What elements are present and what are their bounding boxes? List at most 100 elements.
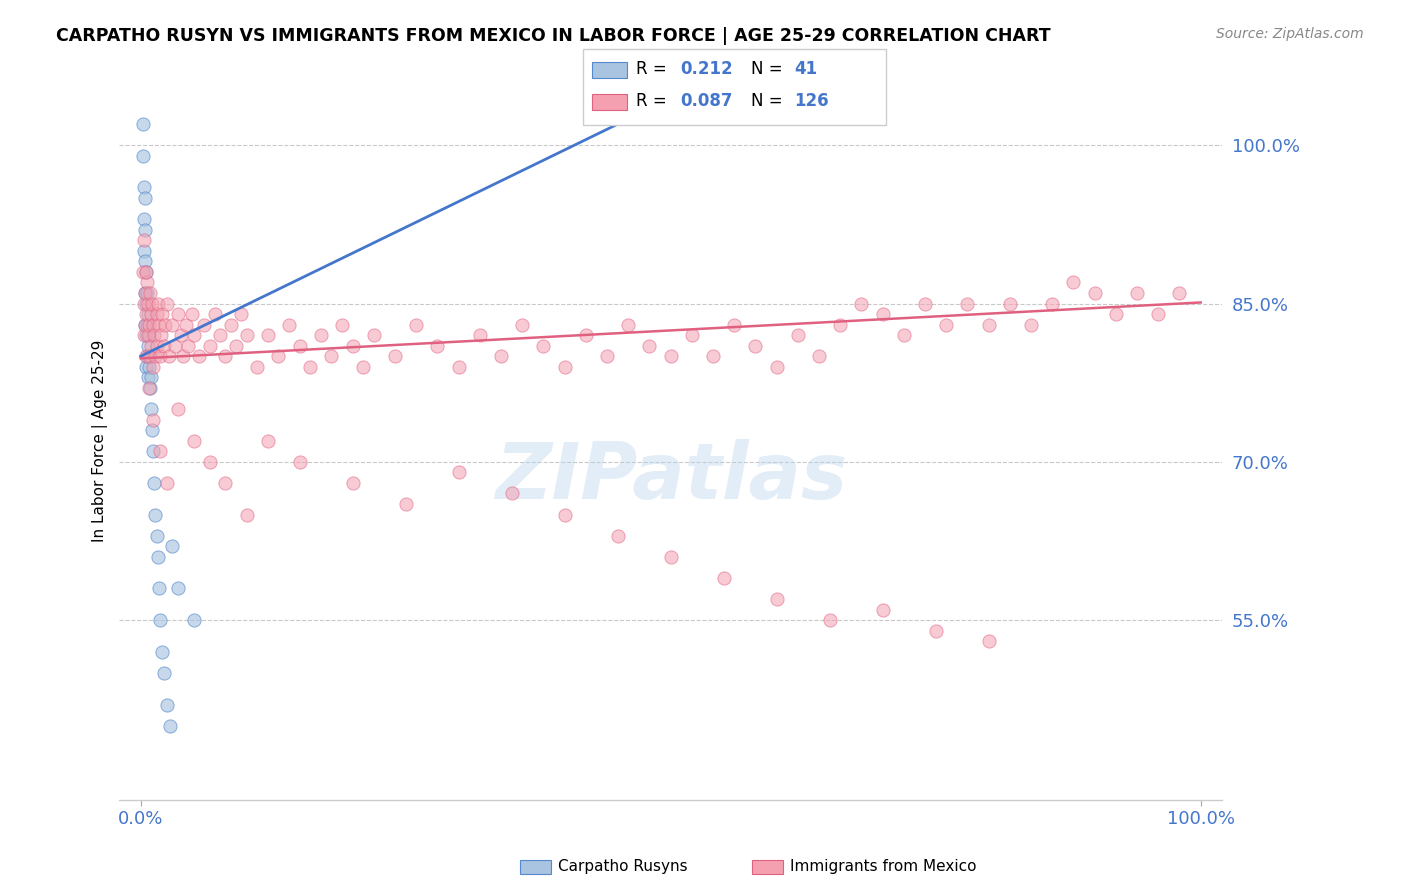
Point bbox=[136, 339, 159, 353]
Point bbox=[139, 285, 162, 300]
Point bbox=[914, 296, 936, 310]
Point bbox=[145, 529, 167, 543]
Point bbox=[166, 582, 188, 596]
Text: 0.212: 0.212 bbox=[681, 60, 733, 78]
Point bbox=[830, 318, 852, 332]
Point bbox=[288, 339, 311, 353]
Point bbox=[162, 539, 184, 553]
Point bbox=[998, 296, 1021, 310]
Point bbox=[141, 402, 163, 417]
Point bbox=[174, 318, 197, 332]
Text: Carpatho Rusyns: Carpatho Rusyns bbox=[558, 859, 688, 873]
Point bbox=[198, 455, 221, 469]
Point bbox=[342, 475, 364, 490]
Point bbox=[149, 444, 172, 458]
Point bbox=[135, 265, 157, 279]
Point bbox=[134, 191, 156, 205]
Point bbox=[135, 307, 157, 321]
Text: N =: N = bbox=[751, 60, 787, 78]
Point bbox=[141, 370, 163, 384]
Point bbox=[851, 296, 873, 310]
Point bbox=[426, 339, 449, 353]
Point bbox=[146, 296, 169, 310]
Point bbox=[1019, 318, 1042, 332]
Point bbox=[818, 613, 841, 627]
Point bbox=[141, 339, 163, 353]
Point bbox=[1040, 296, 1063, 310]
Point bbox=[132, 212, 155, 227]
Point bbox=[1168, 285, 1191, 300]
Point bbox=[533, 339, 555, 353]
Text: 41: 41 bbox=[794, 60, 817, 78]
Point bbox=[142, 359, 165, 374]
Point bbox=[149, 613, 172, 627]
Point bbox=[177, 339, 200, 353]
Point bbox=[157, 349, 180, 363]
Point bbox=[153, 665, 176, 680]
Point bbox=[145, 339, 167, 353]
Point bbox=[150, 645, 173, 659]
Point bbox=[136, 318, 159, 332]
Point bbox=[145, 349, 167, 363]
Point bbox=[135, 359, 157, 374]
Point bbox=[278, 318, 301, 332]
Point bbox=[139, 349, 162, 363]
Point bbox=[617, 318, 640, 332]
Text: Source: ZipAtlas.com: Source: ZipAtlas.com bbox=[1216, 27, 1364, 41]
Point bbox=[681, 328, 703, 343]
Point bbox=[183, 328, 205, 343]
Text: 126: 126 bbox=[794, 92, 830, 110]
Point bbox=[288, 455, 311, 469]
Point bbox=[235, 328, 257, 343]
Point bbox=[489, 349, 512, 363]
Point bbox=[138, 381, 160, 395]
Text: R =: R = bbox=[636, 60, 672, 78]
Point bbox=[148, 318, 170, 332]
Point bbox=[204, 307, 226, 321]
Point bbox=[744, 339, 766, 353]
Point bbox=[872, 307, 894, 321]
Point bbox=[219, 318, 242, 332]
Point bbox=[554, 359, 576, 374]
Point bbox=[143, 475, 166, 490]
Point bbox=[136, 276, 159, 290]
Point bbox=[148, 582, 170, 596]
Point bbox=[134, 254, 156, 268]
Point bbox=[149, 349, 172, 363]
Point bbox=[575, 328, 598, 343]
Point bbox=[786, 328, 808, 343]
Point bbox=[187, 349, 209, 363]
Point bbox=[321, 349, 343, 363]
Point bbox=[172, 349, 194, 363]
Point bbox=[872, 602, 894, 616]
Point bbox=[659, 349, 682, 363]
Point bbox=[132, 328, 155, 343]
Text: CARPATHO RUSYN VS IMMIGRANTS FROM MEXICO IN LABOR FORCE | AGE 25-29 CORRELATION : CARPATHO RUSYN VS IMMIGRANTS FROM MEXICO… bbox=[56, 27, 1050, 45]
Point bbox=[141, 296, 163, 310]
Point bbox=[638, 339, 661, 353]
Point bbox=[1126, 285, 1149, 300]
Point bbox=[139, 381, 162, 395]
Point bbox=[231, 307, 253, 321]
Point bbox=[132, 233, 155, 247]
Point bbox=[257, 434, 280, 448]
Point bbox=[893, 328, 915, 343]
Point bbox=[1084, 285, 1107, 300]
Point bbox=[149, 328, 172, 343]
Point bbox=[138, 349, 160, 363]
Point bbox=[554, 508, 576, 522]
Point bbox=[765, 592, 787, 607]
Point bbox=[136, 349, 159, 363]
Point bbox=[145, 307, 167, 321]
Point bbox=[146, 549, 169, 564]
Point bbox=[447, 359, 470, 374]
Point bbox=[956, 296, 979, 310]
Point bbox=[606, 529, 628, 543]
Point bbox=[134, 222, 156, 236]
Point bbox=[134, 318, 156, 332]
Point bbox=[134, 318, 156, 332]
Point bbox=[363, 328, 385, 343]
Point bbox=[136, 285, 159, 300]
Point bbox=[153, 339, 176, 353]
Point bbox=[132, 149, 155, 163]
